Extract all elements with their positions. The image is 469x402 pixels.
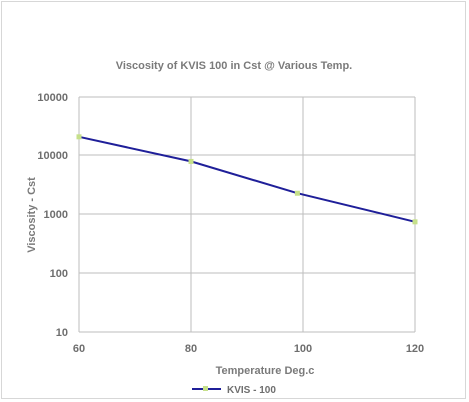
data-point bbox=[294, 190, 300, 196]
y-tick-label: 100 bbox=[50, 268, 68, 280]
x-tick-label: 80 bbox=[185, 343, 197, 355]
data-point bbox=[76, 134, 82, 140]
chart-title: Viscosity of KVIS 100 in Cst @ Various T… bbox=[116, 60, 353, 72]
grid bbox=[78, 96, 416, 333]
y-tick-label: 10 bbox=[56, 327, 68, 339]
legend-marker bbox=[203, 386, 208, 391]
legend-label: KVIS - 100 bbox=[227, 385, 276, 396]
y-tick-labels: 10 100 1000 10000 10000 bbox=[37, 92, 68, 339]
x-tick-label: 60 bbox=[73, 343, 85, 355]
x-tick-label: 120 bbox=[406, 343, 424, 355]
y-tick-label: 10000 bbox=[37, 150, 68, 162]
x-tick-label: 100 bbox=[294, 343, 312, 355]
y-tick-label: 10000 bbox=[37, 92, 68, 104]
legend: KVIS - 100 bbox=[192, 385, 276, 396]
series-layer bbox=[76, 134, 418, 225]
series-line bbox=[78, 135, 416, 223]
x-tick-labels: 60 80 100 120 bbox=[73, 343, 424, 355]
y-axis-label: Viscosity - Cst bbox=[26, 177, 38, 253]
x-axis-label: Temperature Deg.c bbox=[216, 365, 315, 377]
data-point bbox=[188, 158, 194, 164]
data-point bbox=[412, 219, 418, 225]
y-tick-label: 1000 bbox=[44, 209, 68, 221]
